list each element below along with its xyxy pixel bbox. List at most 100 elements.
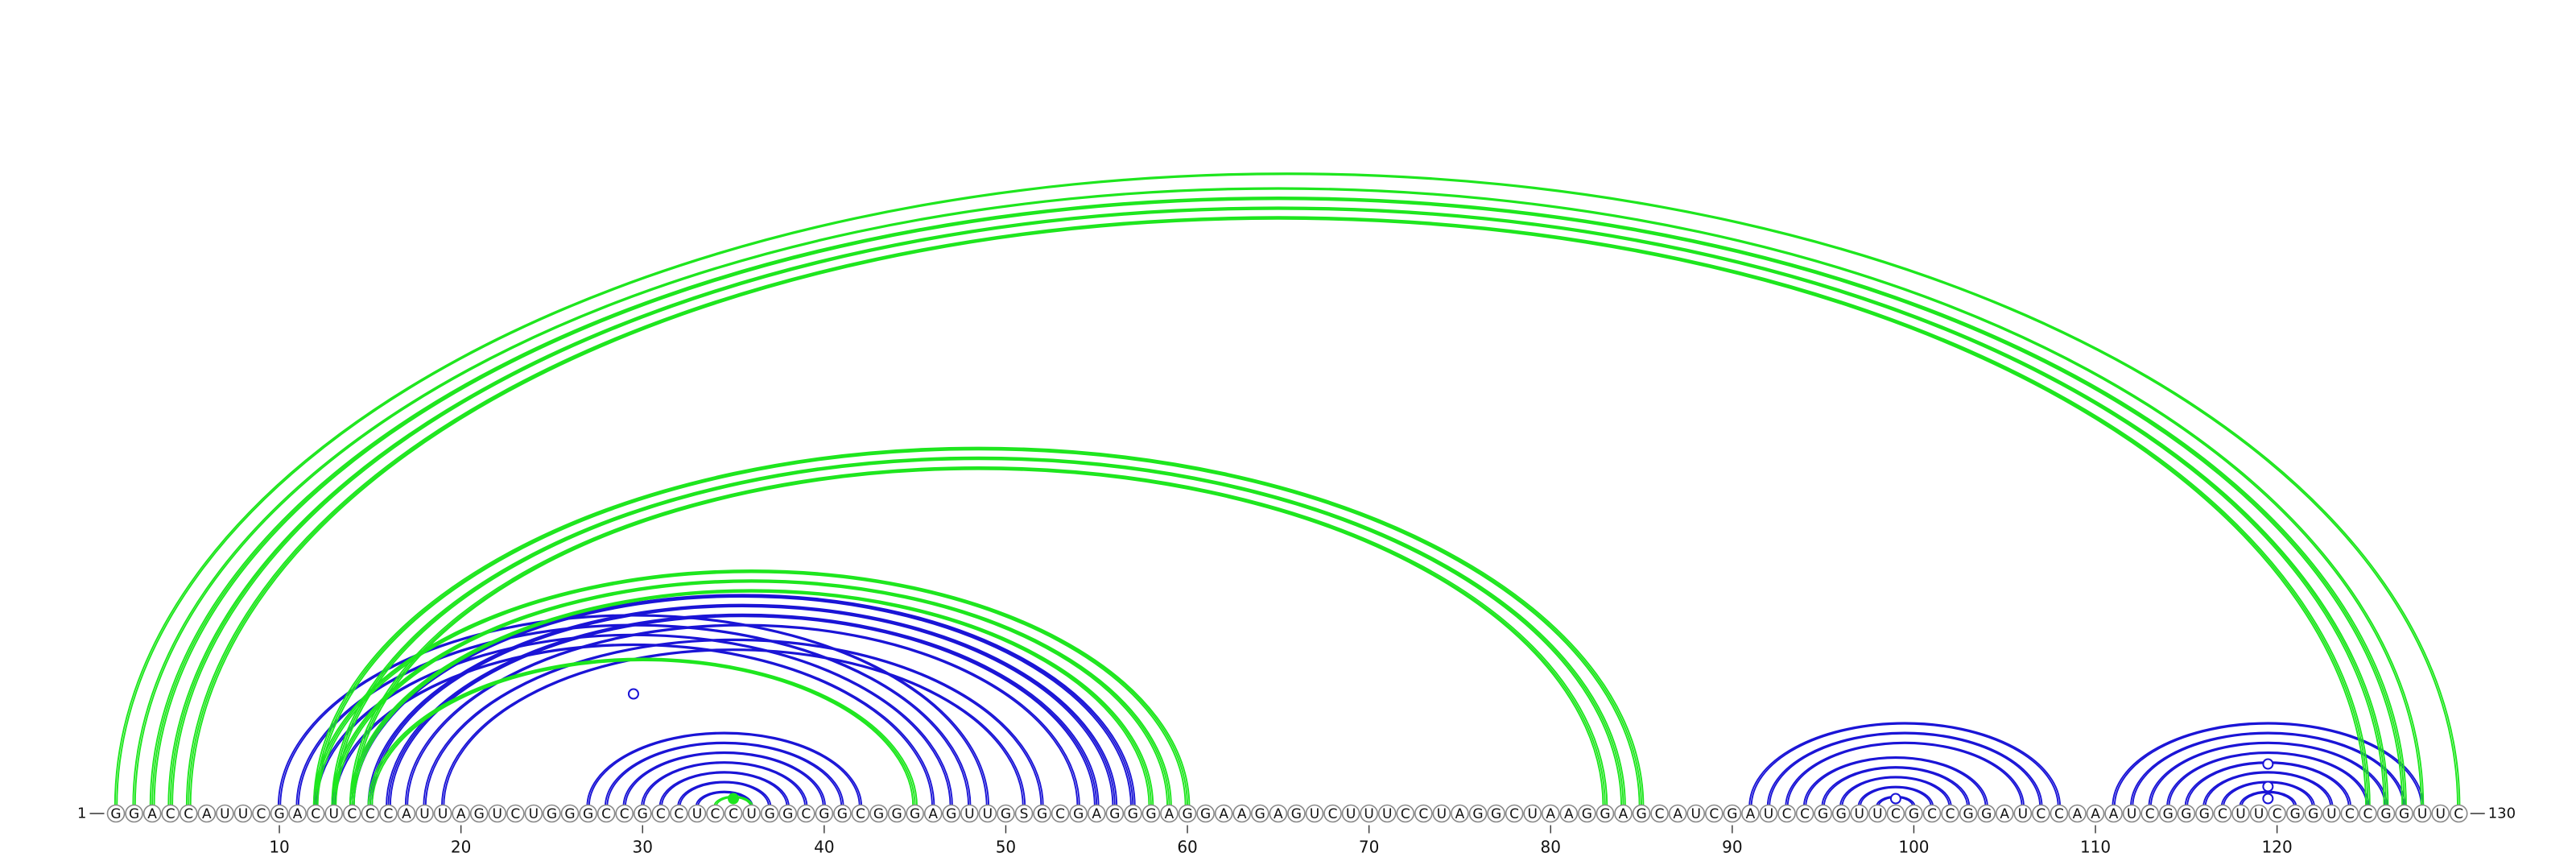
nucleotide: G	[469, 804, 489, 823]
blue-arc-strand	[588, 732, 861, 807]
nucleotide-letter: U	[220, 806, 229, 822]
nucleotide: G	[1196, 804, 1215, 823]
green-arc-strand	[153, 198, 2404, 807]
nucleotide-circle	[2122, 804, 2141, 823]
nucleotide: G	[560, 804, 580, 823]
nucleotide-letter: C	[2218, 806, 2227, 822]
nucleotide-circle	[1723, 804, 1742, 823]
nucleotide-circle	[942, 804, 961, 823]
tick-label: 50	[996, 838, 1016, 857]
nucleotide-letter: C	[1418, 806, 1428, 822]
blue-arc	[440, 648, 1026, 807]
blue-arc-strand	[679, 781, 770, 807]
axis-tick: 10	[269, 825, 290, 857]
nucleotide: C	[2359, 804, 2377, 823]
blue-arc-strand	[1766, 731, 2043, 807]
nucleotide-letter: G	[110, 806, 121, 822]
nucleotide-letter: U	[419, 806, 429, 822]
green-arc-strand	[315, 447, 1642, 807]
green-arc-strand	[349, 466, 1608, 807]
green-arc-strand	[116, 173, 2458, 807]
nucleotide-letter: C	[1509, 806, 1519, 822]
nucleotide: C	[252, 804, 270, 823]
nucleotide-letter: U	[328, 806, 338, 822]
nucleotide: A	[452, 804, 470, 823]
nucleotide-letter: C	[2036, 806, 2046, 822]
blue-arc-strand	[1785, 741, 2025, 807]
nucleotide-letter: G	[1981, 806, 1992, 822]
nucleotide-letter: U	[238, 806, 248, 822]
nucleotide: C	[1886, 804, 1905, 823]
nucleotide-circle	[2413, 804, 2432, 823]
nucleotide-circle	[197, 804, 217, 823]
nucleotide-letter: C	[1927, 806, 1937, 822]
nucleotide-circle	[1505, 804, 1524, 823]
nucleotide: A	[288, 804, 307, 823]
blue-arc	[404, 623, 1080, 807]
nucleotide-circle	[1432, 804, 1451, 823]
nucleotide: U	[1686, 804, 1706, 823]
nucleotide-letter: G	[2199, 806, 2210, 822]
nucleotide-circle	[1578, 804, 1596, 823]
nucleotide: U	[1432, 804, 1451, 823]
nucleotide-letter: C	[166, 806, 175, 822]
nucleotide: A	[1668, 804, 1687, 823]
nucleotide-letter: G	[1472, 806, 1483, 822]
nucleotide-letter: A	[147, 806, 157, 822]
nucleotide-circle	[270, 804, 289, 823]
nucleotide: A	[1087, 804, 1106, 823]
nucleotide-letter: G	[474, 806, 485, 822]
nucleotide-letter: C	[2454, 806, 2463, 822]
nucleotide: C	[306, 804, 325, 823]
nucleotide-circle	[651, 804, 671, 823]
nucleotide-circle	[1250, 804, 1269, 823]
nucleotide-circle	[2449, 804, 2468, 823]
nucleotide-letter: G	[2163, 806, 2174, 822]
nucleotide-letter: C	[383, 806, 393, 822]
blue-arc-strand	[353, 595, 1132, 807]
nucleotide-letter: U	[1855, 806, 1864, 822]
blue-arc-strand	[2148, 741, 2388, 807]
axis-tick: 50	[996, 825, 1016, 857]
green-arc	[349, 589, 1154, 807]
blue-arc	[1857, 785, 1934, 807]
arc-marker	[2262, 793, 2274, 805]
green-arc	[185, 216, 2371, 807]
nucleotide-letter: G	[819, 806, 829, 822]
blue-arc-strand	[2202, 771, 2334, 807]
blue-arc-strand	[1860, 786, 1932, 807]
nucleotide: C	[2213, 804, 2232, 823]
nucleotide-letter: C	[510, 806, 520, 822]
nucleotide-letter: G	[564, 806, 575, 822]
nucleotide-circle	[1650, 804, 1669, 823]
nucleotide-letter: G	[891, 806, 902, 822]
blue-arc-strand	[297, 624, 970, 807]
green-arc	[167, 206, 2389, 807]
nucleotide-circle	[1305, 804, 1324, 823]
green-arc	[312, 446, 1645, 807]
nucleotide: G	[633, 804, 652, 823]
blue-arc-strand	[606, 743, 843, 807]
nucleotide: A	[1160, 804, 1179, 823]
nucleotide-circle	[361, 804, 380, 823]
blue-arc-strand	[624, 752, 824, 807]
nucleotide: C	[2140, 804, 2160, 823]
nucleotide-letter: C	[620, 806, 630, 822]
green-arc-strand	[188, 217, 2369, 807]
nucleotide: G	[125, 804, 143, 823]
axis-tick: 120	[2262, 825, 2293, 857]
nucleotide-circle	[2285, 804, 2305, 823]
nucleotide-circle	[670, 804, 688, 823]
nucleotide: A	[1995, 804, 2014, 823]
nucleotide-letter: U	[2235, 806, 2245, 822]
blue-arc-strand	[586, 731, 863, 807]
nucleotide-circle	[1559, 804, 1579, 823]
nucleotide-letter: U	[983, 806, 993, 822]
green-arc-strand	[134, 188, 2422, 807]
nucleotide-circle	[1686, 804, 1706, 823]
nucleotide-circle	[1831, 804, 1851, 823]
nucleotide: G	[1124, 804, 1142, 823]
nucleotide-circle	[1341, 804, 1360, 823]
blue-arc	[295, 623, 972, 807]
nucleotide-circle	[415, 804, 434, 823]
